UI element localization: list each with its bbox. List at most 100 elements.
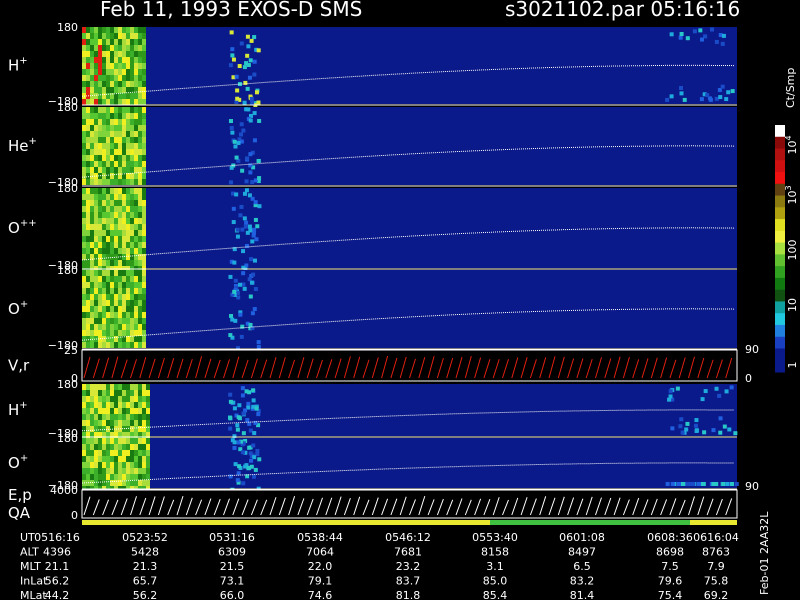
spectrum-cell	[733, 431, 738, 436]
spectrum-cell	[90, 480, 94, 486]
spectrum-cell	[86, 33, 90, 39]
spectrum-cell	[130, 390, 134, 396]
spectrum-cell	[98, 462, 102, 468]
colorbar-cell	[775, 125, 785, 138]
spectrum-cell	[248, 113, 253, 118]
spectrum-cell	[251, 231, 256, 236]
spectrum-cell	[86, 342, 90, 348]
spectrum-cell	[126, 450, 130, 456]
spectrum-cell	[98, 45, 102, 51]
row-value: 8497	[568, 546, 596, 559]
spectrum-cell	[90, 33, 94, 39]
spectrum-cell	[102, 288, 106, 294]
spectrum-cell	[257, 176, 262, 181]
spectrum-cell	[114, 342, 118, 348]
spectrum-cell	[90, 438, 94, 444]
spectrum-cell	[106, 282, 110, 288]
sawtooth	[83, 355, 733, 379]
spectrum-cell	[98, 93, 102, 99]
spectrum-cell	[98, 33, 102, 39]
spectrum-cell	[114, 462, 118, 468]
spectrum-cell	[90, 426, 94, 432]
spectrum-cell	[86, 218, 90, 224]
spectrum-cell	[142, 149, 146, 155]
spectrum-cell	[102, 444, 106, 450]
spectrum-cell	[138, 450, 142, 456]
spectrum-cell	[724, 389, 729, 394]
spectrum-cell	[130, 218, 134, 224]
spectrum-cell	[94, 270, 98, 276]
spectrum-cell	[110, 107, 114, 113]
spectrum-cell	[82, 260, 86, 266]
spectrum-cell	[98, 188, 102, 194]
spectrum-cell	[122, 432, 126, 438]
spectrum-cell	[90, 51, 94, 57]
spectrum-cell	[98, 224, 102, 230]
spectrum-cell	[82, 63, 86, 69]
colorbar-cell	[775, 313, 785, 326]
spectrum-cell	[102, 87, 106, 93]
spectrum-cell	[142, 218, 146, 224]
spectrum-cell	[110, 99, 114, 105]
spectrum-cell	[98, 167, 102, 173]
spectrum-cell	[236, 480, 241, 485]
spectrum-cell	[142, 161, 146, 167]
spectrum-cell	[130, 336, 134, 342]
spectrum-cell	[134, 194, 138, 200]
spectrum-cell	[130, 57, 134, 63]
spectrum-cell	[130, 107, 134, 113]
spectrum-cell	[134, 113, 138, 119]
spectrum-cell	[244, 107, 249, 112]
spectrum-cell	[98, 39, 102, 45]
spectrum-cell	[142, 107, 146, 113]
label-text: He	[8, 137, 29, 155]
spectrum-cell	[110, 131, 114, 137]
spectrum-cell	[138, 276, 142, 282]
spectrum-cell	[118, 438, 122, 444]
spectrum-cell	[110, 300, 114, 306]
spectrum-cell	[249, 464, 254, 469]
spectrum-cell	[86, 444, 90, 450]
spectrum-cell	[126, 288, 130, 294]
spectrum-cell	[126, 212, 130, 218]
spectrum-cell	[82, 474, 86, 480]
spectrum-cell	[228, 119, 233, 124]
panel: H+180−180	[8, 378, 738, 440]
spectrum-cell	[146, 456, 150, 462]
spectrum-cell	[130, 462, 134, 468]
spectrum-cell	[94, 402, 98, 408]
colorbar-label-sup: 3	[784, 185, 793, 190]
spectrum-cell	[134, 236, 138, 242]
spectrum-cell	[138, 188, 142, 194]
spectrum-cell	[142, 75, 146, 81]
spectrum-cell	[90, 69, 94, 75]
spectrum-cell	[102, 69, 106, 75]
spectrum-cell	[82, 161, 86, 167]
spectrum-cell	[86, 27, 90, 33]
spectrum-cell	[122, 414, 126, 420]
spectrum-cell	[134, 218, 138, 224]
spectrum-cell	[248, 58, 253, 63]
spectrum-cell	[114, 248, 118, 254]
spectrum-cell	[142, 312, 146, 318]
spectrum-cell	[130, 99, 134, 105]
label-sup: +	[20, 299, 28, 310]
spectrum-cell	[130, 402, 134, 408]
spectrum-cell	[114, 39, 118, 45]
spectrum-cell	[122, 143, 126, 149]
spectrum-cell	[122, 45, 126, 51]
spectrum-cell	[692, 29, 697, 34]
spectrum-cell	[236, 295, 241, 300]
spectrum-cell	[134, 137, 138, 143]
spectrum-cell	[254, 404, 259, 409]
colorbar-label: 103	[784, 185, 799, 204]
spectrum-cell	[122, 131, 126, 137]
spectrum-cell	[146, 468, 150, 474]
y-tick-bottom: −180	[48, 479, 78, 492]
spectrum-cell	[684, 427, 689, 432]
spectrum-cell	[110, 408, 114, 414]
label-sup: ++	[20, 218, 37, 229]
spectrum-cell	[122, 33, 126, 39]
spectrum-cell	[256, 408, 261, 413]
